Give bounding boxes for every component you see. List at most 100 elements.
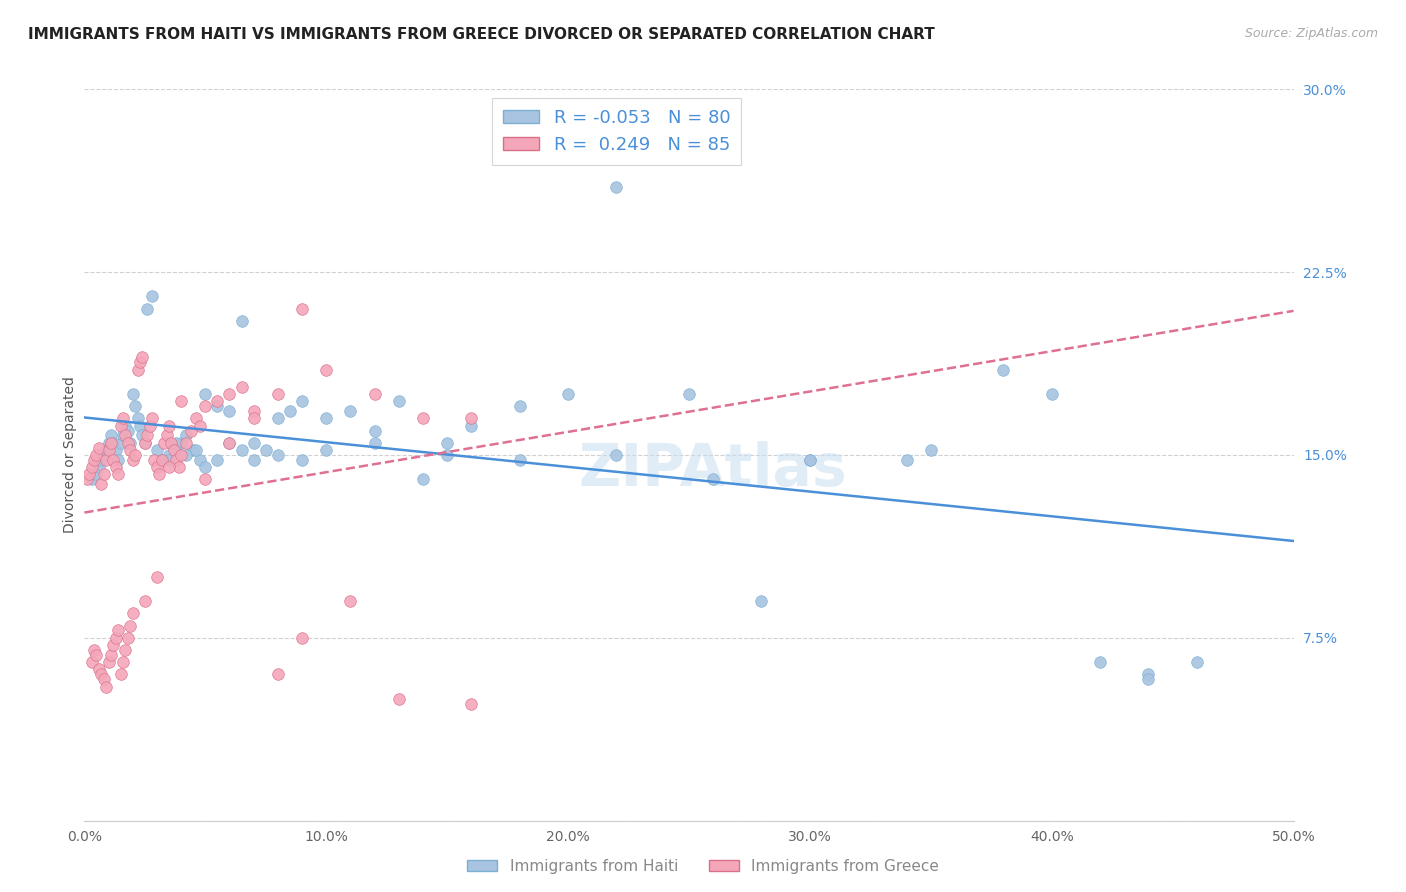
Point (153, 435, 176, 450)
Point (896, 452, 918, 467)
Point (117, 435, 139, 450)
Point (87, 441, 110, 455)
Point (110, 418, 132, 433)
Point (291, 631, 314, 645)
Point (242, 411, 264, 425)
Point (1088, 655, 1111, 669)
Point (436, 435, 458, 450)
Point (363, 387, 385, 401)
Point (242, 435, 264, 450)
Point (218, 435, 240, 450)
Point (120, 618, 142, 632)
Point (100, 428, 122, 442)
Point (218, 435, 240, 450)
Point (165, 441, 187, 455)
Legend: Immigrants from Haiti, Immigrants from Greece: Immigrants from Haiti, Immigrants from G… (461, 853, 945, 880)
Point (93, 672, 115, 686)
Point (97, 435, 120, 450)
Point (146, 570, 169, 584)
Point (291, 301, 314, 316)
Point (150, 452, 173, 467)
Point (388, 394, 411, 409)
Point (100, 435, 122, 450)
Point (121, 452, 143, 467)
Point (97, 443, 120, 458)
Point (107, 452, 129, 467)
Text: IMMIGRANTS FROM HAITI VS IMMIGRANTS FROM GREECE DIVORCED OR SEPARATED CORRELATIO: IMMIGRANTS FROM HAITI VS IMMIGRANTS FROM… (28, 27, 935, 42)
Point (174, 428, 197, 442)
Point (231, 443, 253, 458)
Point (339, 594, 361, 608)
Point (165, 452, 187, 467)
Point (291, 452, 314, 467)
Point (90, 667, 112, 681)
Point (107, 467, 129, 482)
Point (194, 460, 217, 475)
Point (412, 472, 434, 486)
Point (136, 428, 159, 442)
Point (136, 301, 159, 316)
Point (90, 477, 112, 491)
Point (129, 418, 152, 433)
Point (157, 460, 180, 475)
Point (242, 404, 264, 418)
Point (80, 655, 103, 669)
Point (155, 428, 177, 442)
Point (170, 448, 193, 462)
Point (110, 435, 132, 450)
Point (131, 351, 153, 365)
Point (267, 387, 290, 401)
Point (1040, 387, 1063, 401)
Point (339, 404, 361, 418)
Point (167, 460, 190, 475)
Point (120, 443, 142, 458)
Point (170, 435, 193, 450)
Point (509, 452, 531, 467)
Point (267, 667, 290, 681)
Point (181, 443, 204, 458)
Point (160, 435, 183, 450)
Point (363, 435, 385, 450)
Point (127, 411, 149, 425)
Point (80, 472, 103, 486)
Point (112, 428, 135, 442)
Point (702, 472, 724, 486)
Point (110, 667, 132, 681)
Point (993, 362, 1015, 376)
Point (114, 418, 136, 433)
Point (174, 448, 197, 462)
Point (103, 638, 125, 652)
Point (190, 418, 212, 433)
Point (112, 655, 135, 669)
Point (94, 680, 117, 694)
Point (460, 418, 482, 433)
Point (231, 314, 253, 328)
Point (112, 411, 135, 425)
Point (103, 452, 125, 467)
Point (143, 452, 166, 467)
Point (242, 452, 264, 467)
Point (557, 387, 579, 401)
Point (134, 435, 156, 450)
Point (207, 394, 229, 409)
Point (194, 472, 217, 486)
Point (184, 411, 207, 425)
Point (93, 467, 115, 482)
Point (100, 648, 122, 662)
Point (148, 467, 170, 482)
Point (87, 460, 110, 475)
Point (315, 443, 337, 458)
Point (920, 443, 942, 458)
Point (114, 428, 136, 442)
Point (254, 443, 277, 458)
Point (207, 399, 229, 413)
Point (1137, 667, 1160, 681)
Point (436, 448, 458, 462)
Point (83, 452, 105, 467)
Point (509, 399, 531, 413)
Point (104, 443, 127, 458)
Point (134, 594, 156, 608)
Point (76, 472, 98, 486)
Point (1137, 672, 1160, 686)
Point (163, 443, 186, 458)
